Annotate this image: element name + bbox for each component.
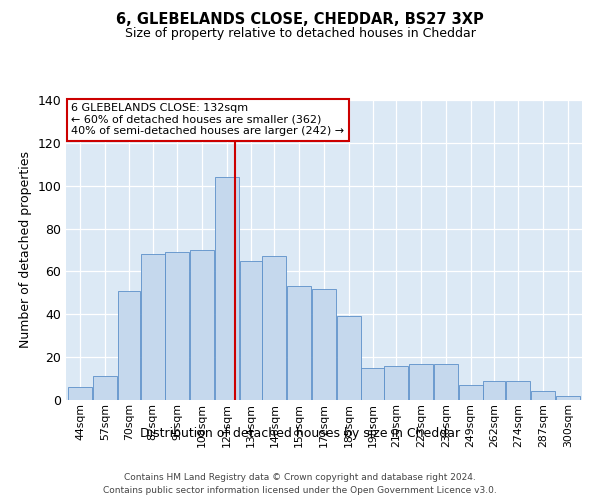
Text: Contains public sector information licensed under the Open Government Licence v3: Contains public sector information licen… [103,486,497,495]
Bar [166,252,190,400]
Bar [409,364,433,400]
Text: 6 GLEBELANDS CLOSE: 132sqm
← 60% of detached houses are smaller (362)
40% of sem: 6 GLEBELANDS CLOSE: 132sqm ← 60% of deta… [71,103,344,136]
Bar [312,288,336,400]
Bar [68,387,92,400]
Bar [385,366,409,400]
Y-axis label: Number of detached properties: Number of detached properties [19,152,32,348]
Bar [287,286,311,400]
Text: Distribution of detached houses by size in Cheddar: Distribution of detached houses by size … [140,428,460,440]
Bar [190,250,214,400]
Text: Contains HM Land Registry data © Crown copyright and database right 2024.: Contains HM Land Registry data © Crown c… [124,472,476,482]
Bar [239,260,262,400]
Bar [556,396,580,400]
Bar [458,385,482,400]
Bar [361,368,383,400]
Bar [118,290,140,400]
Bar [434,364,458,400]
Bar [93,376,117,400]
Bar [262,256,286,400]
Text: 6, GLEBELANDS CLOSE, CHEDDAR, BS27 3XP: 6, GLEBELANDS CLOSE, CHEDDAR, BS27 3XP [116,12,484,28]
Bar [484,380,505,400]
Bar [337,316,361,400]
Bar [140,254,164,400]
Bar [215,177,239,400]
Bar [531,392,555,400]
Text: Size of property relative to detached houses in Cheddar: Size of property relative to detached ho… [125,28,475,40]
Bar [506,380,530,400]
